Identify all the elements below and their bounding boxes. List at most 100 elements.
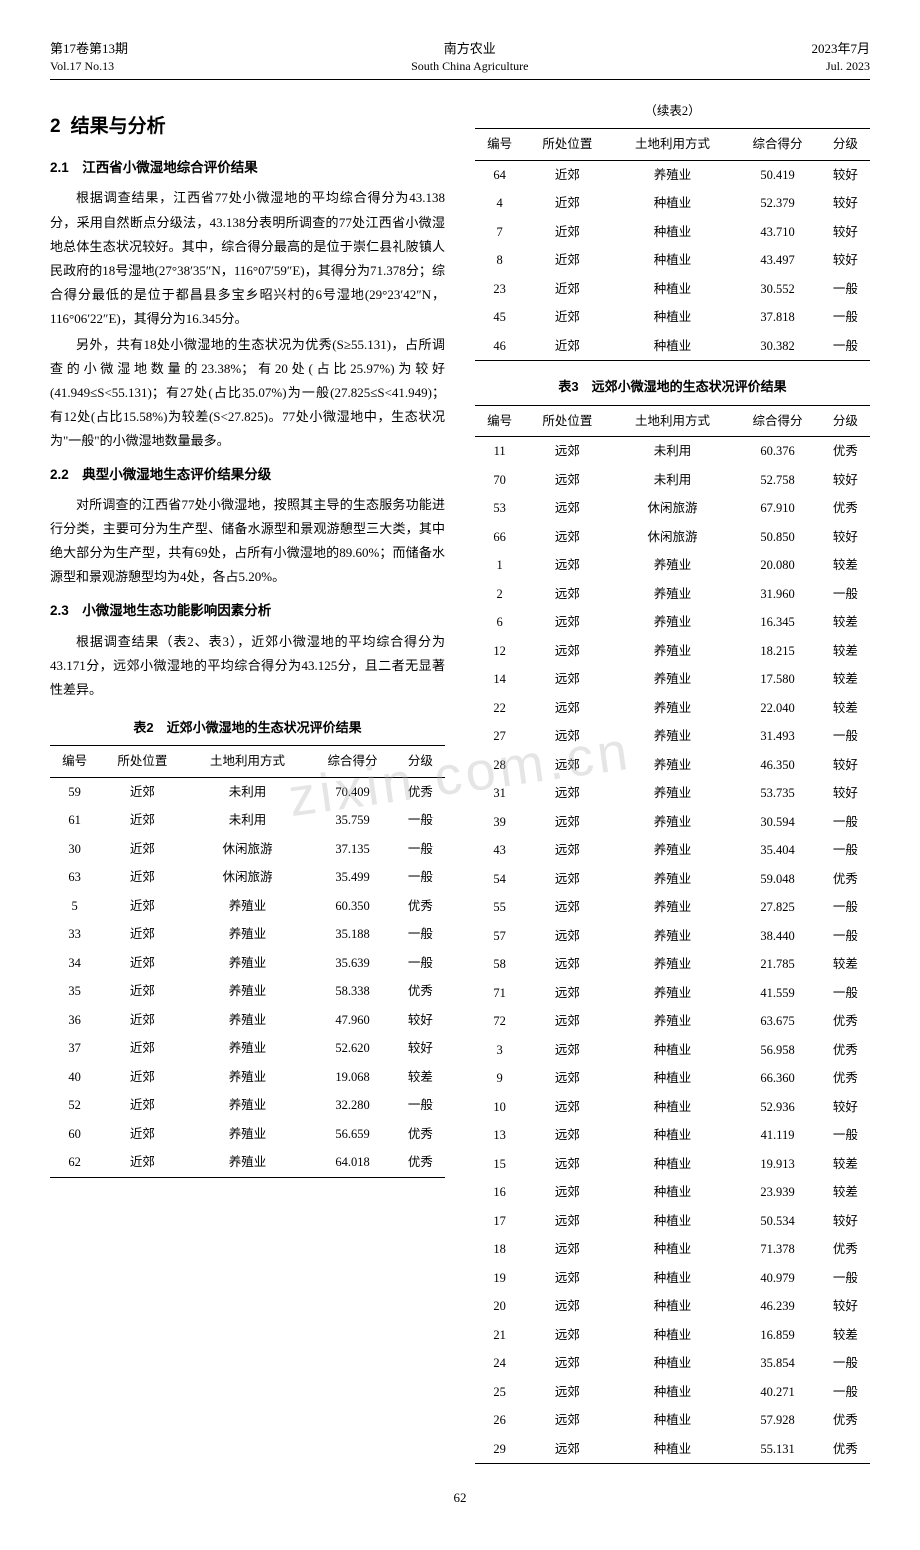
table-header-cell: 编号	[475, 129, 524, 161]
table-cell: 35.499	[309, 863, 395, 892]
table-cell: 远郊	[524, 608, 610, 637]
table-cell: 18.215	[734, 637, 820, 666]
table-row: 25远郊种植业40.271一般	[475, 1378, 870, 1407]
table-cell: 远郊	[524, 665, 610, 694]
table-cell: 优秀	[821, 1064, 870, 1093]
table-cell: 一般	[396, 920, 445, 949]
table-row: 29远郊种植业55.131优秀	[475, 1435, 870, 1464]
table-cell: 远郊	[524, 437, 610, 466]
table-cell: 31.493	[734, 722, 820, 751]
table-header-cell: 土地利用方式	[611, 405, 735, 437]
table-cell: 种植业	[611, 1406, 735, 1435]
table-cell: 优秀	[821, 494, 870, 523]
table-cell: 64.018	[309, 1148, 395, 1177]
table-row: 22远郊养殖业22.040较差	[475, 694, 870, 723]
table-row: 7近郊种植业43.710较好	[475, 218, 870, 247]
table-cell: 较差	[821, 551, 870, 580]
table-header-cell: 所处位置	[524, 405, 610, 437]
table-cell: 2	[475, 580, 524, 609]
table-cell: 种植业	[611, 1178, 735, 1207]
table-row: 37近郊养殖业52.620较好	[50, 1034, 445, 1063]
table-row: 24远郊种植业35.854一般	[475, 1349, 870, 1378]
table-cell: 养殖业	[611, 836, 735, 865]
table-cell: 近郊	[99, 806, 185, 835]
table-cell: 17	[475, 1207, 524, 1236]
table-cell: 优秀	[396, 777, 445, 806]
table-cell: 远郊	[524, 865, 610, 894]
table-2c-body: 64近郊养殖业50.419较好4近郊种植业52.379较好7近郊种植业43.71…	[475, 160, 870, 361]
table-row: 13远郊种植业41.119一般	[475, 1121, 870, 1150]
table-cell: 养殖业	[611, 808, 735, 837]
table-cell: 27	[475, 722, 524, 751]
table-cell: 72	[475, 1007, 524, 1036]
table-cell: 养殖业	[611, 665, 735, 694]
table-cell: 35.404	[734, 836, 820, 865]
table-cell: 近郊	[99, 977, 185, 1006]
table-cell: 一般	[821, 332, 870, 361]
table-cell: 60.376	[734, 437, 820, 466]
table-cell: 近郊	[524, 218, 610, 247]
table-cell: 养殖业	[611, 751, 735, 780]
table-row: 55远郊养殖业27.825一般	[475, 893, 870, 922]
table-cell: 一般	[396, 835, 445, 864]
table-cell: 远郊	[524, 523, 610, 552]
table-cell: 种植业	[611, 1093, 735, 1122]
table-cell: 55	[475, 893, 524, 922]
para-2-1-1: 根据调查结果，江西省77处小微湿地的平均综合得分为43.138分，采用自然断点分…	[50, 186, 445, 330]
table-cell: 较好	[821, 523, 870, 552]
table-2-body: 59近郊未利用70.409优秀61近郊未利用35.759一般30近郊休闲旅游37…	[50, 777, 445, 1177]
table-row: 27远郊养殖业31.493一般	[475, 722, 870, 751]
table-cell: 较差	[821, 608, 870, 637]
table-cell: 64	[475, 160, 524, 189]
table-cell: 远郊	[524, 1007, 610, 1036]
table-cell: 较好	[396, 1034, 445, 1063]
table-cell: 养殖业	[611, 694, 735, 723]
para-2-2-1: 对所调查的江西省77处小微湿地，按照其主导的生态服务功能进行分类，主要可分为生产…	[50, 493, 445, 589]
table-row: 57远郊养殖业38.440一般	[475, 922, 870, 951]
table-cell: 60	[50, 1120, 99, 1149]
table-cell: 远郊	[524, 580, 610, 609]
table-cell: 远郊	[524, 893, 610, 922]
table-cell: 养殖业	[186, 1148, 310, 1177]
table-row: 58远郊养殖业21.785较差	[475, 950, 870, 979]
table-cell: 43.710	[734, 218, 820, 247]
table-cell: 近郊	[99, 949, 185, 978]
table-cell: 种植业	[611, 246, 735, 275]
table-cell: 养殖业	[186, 1120, 310, 1149]
table-cell: 近郊	[99, 835, 185, 864]
table-cell: 养殖业	[611, 637, 735, 666]
table-cell: 38.440	[734, 922, 820, 951]
table-row: 52近郊养殖业32.280一般	[50, 1091, 445, 1120]
table-cell: 29	[475, 1435, 524, 1464]
table-cell: 种植业	[611, 1321, 735, 1350]
table-cell: 未利用	[186, 806, 310, 835]
table-cell: 35.854	[734, 1349, 820, 1378]
table-cell: 养殖业	[611, 922, 735, 951]
table-cell: 50.419	[734, 160, 820, 189]
table-row: 43远郊养殖业35.404一般	[475, 836, 870, 865]
table-row: 45近郊种植业37.818一般	[475, 303, 870, 332]
table-cell: 59	[50, 777, 99, 806]
table-header-cell: 所处位置	[99, 746, 185, 778]
table-row: 40近郊养殖业19.068较差	[50, 1063, 445, 1092]
table-cell: 远郊	[524, 1321, 610, 1350]
table-cell: 较好	[821, 160, 870, 189]
table-cell: 56.958	[734, 1036, 820, 1065]
table-cell: 一般	[821, 979, 870, 1008]
table-cell: 较差	[396, 1063, 445, 1092]
table-cell: 优秀	[821, 1007, 870, 1036]
table-cell: 50.850	[734, 523, 820, 552]
table-cell: 远郊	[524, 1292, 610, 1321]
table-cell: 近郊	[99, 777, 185, 806]
table-cell: 养殖业	[186, 1091, 310, 1120]
table-row: 30近郊休闲旅游37.135一般	[50, 835, 445, 864]
table-cell: 优秀	[396, 1120, 445, 1149]
table-cell: 59.048	[734, 865, 820, 894]
table-cell: 34	[50, 949, 99, 978]
table-row: 39远郊养殖业30.594一般	[475, 808, 870, 837]
table-cell: 43.497	[734, 246, 820, 275]
table-cell: 35.759	[309, 806, 395, 835]
table-cell: 优秀	[396, 892, 445, 921]
table-cell: 57.928	[734, 1406, 820, 1435]
table-row: 60近郊养殖业56.659优秀	[50, 1120, 445, 1149]
